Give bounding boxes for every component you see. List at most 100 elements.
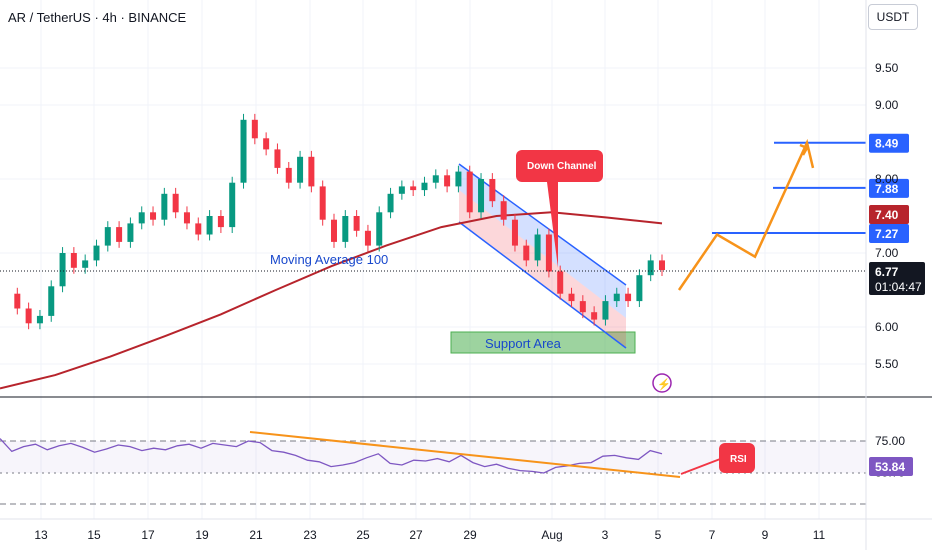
x-tick-label: 23 [303,528,317,542]
candle-body [25,308,32,324]
candle-body [331,219,337,242]
x-tick-label: 19 [195,528,209,542]
x-tick-label: 27 [409,528,423,542]
candle-body [82,260,89,268]
rsi-tick-label: 75.00 [875,434,905,448]
down-channel-callout [516,150,603,182]
rsi-trendline [249,431,681,478]
x-tick-label: 11 [813,528,826,542]
current-price-tag [869,262,925,295]
rsi-value-tag [869,457,913,476]
price-level-tag-text: 8.49 [875,137,899,151]
candles [14,113,665,330]
candle-body [206,216,213,235]
candle-body [319,186,326,220]
countdown-text: 01:04:47 [875,280,922,294]
price-levels: 8.49 7.88 7.27 [712,133,909,244]
rsi-value-tag-text: 53.84 [875,460,905,474]
price-level-tag-text: 7.88 [875,182,899,196]
price-level-tag-text: 7.27 [875,227,899,241]
candle-body [432,175,439,183]
candle-body [387,193,394,213]
candle-body [263,138,270,150]
candle-body [545,234,552,272]
y-axis: 9.50 9.00 8.00 7.00 6.00 5.50 [875,61,899,371]
candle-body [240,119,247,183]
candle-body [59,253,66,287]
y-tick-label: 9.50 [875,61,899,75]
candle-body [48,286,55,316]
lightning-icon[interactable] [652,373,672,393]
current-price-tag-text: 6.77 [875,265,899,279]
x-axis: 13 15 17 19 21 23 25 27 29 Aug 3 5 7 9 11 [34,528,825,542]
candle-body [183,212,190,224]
candle-body [455,171,462,187]
x-tick-label: 21 [249,528,263,542]
x-tick-label: 13 [34,528,48,542]
y-tick-label: 7.00 [875,246,899,260]
chart-title: AR / TetherUS · 4h · BINANCE [8,10,187,25]
x-tick-label: Aug [541,528,562,542]
candle-body [625,293,632,302]
lightning-glyph: ⚡ [657,378,671,391]
candle-body [342,216,349,242]
candle-body [602,301,609,320]
x-tick-label: 5 [655,528,662,542]
currency-button[interactable]: USDT [868,4,918,30]
price-level-tag [869,178,909,198]
candle-body [398,186,405,194]
candle-body [127,223,134,242]
candle-body [161,193,168,220]
price-level-tag [869,133,909,153]
candle-body [285,167,292,183]
candle-body [104,227,111,246]
candle-body [172,193,179,213]
candle-body [511,219,518,246]
candle-body [410,186,417,191]
candle-body [138,212,145,224]
support-area-box [450,331,636,354]
price-level-tag [869,224,909,244]
candle-body [636,275,643,302]
moving-average-label: Moving Average 100 [270,252,388,267]
candle-body [229,182,236,228]
candle-body [251,119,258,139]
candle-body [364,230,371,246]
candle-body [70,253,77,268]
y-tick-label: 6.00 [875,320,899,334]
candle-body [274,149,281,168]
candle-body [297,156,304,183]
x-tick-label: 7 [709,528,716,542]
candle-body [195,223,202,235]
candle-body [444,175,451,187]
candle-body [150,212,157,220]
down-channel-top-line [458,163,627,286]
candle-body [466,171,473,213]
candle-body [489,179,496,202]
candle-body [591,312,598,320]
support-area-label: Support Area [485,336,562,351]
down-channel-bottom-line [458,221,627,349]
candle-body [478,179,485,213]
projection-arrowhead [799,143,809,156]
candle-body [534,234,541,261]
candle-body [659,260,665,271]
projection-path [677,138,815,291]
x-tick-label: 3 [602,528,609,542]
rsi-callout [719,443,755,473]
candle-body [14,293,21,309]
candle-body [353,216,360,231]
y-tick-label: 8.00 [875,172,899,186]
candle-body [523,245,530,261]
x-tick-label: 25 [356,528,370,542]
candle-body [376,212,383,246]
candle-body [557,271,564,294]
y-tick-label: 9.00 [875,98,899,112]
candle-body [647,260,654,276]
candle-body [500,201,507,220]
price-grid [0,0,866,519]
down-channel-callout-label: Down Channel [527,161,597,172]
candle-body [116,227,123,242]
x-tick-label: 15 [87,528,101,542]
candle-body [308,156,315,187]
